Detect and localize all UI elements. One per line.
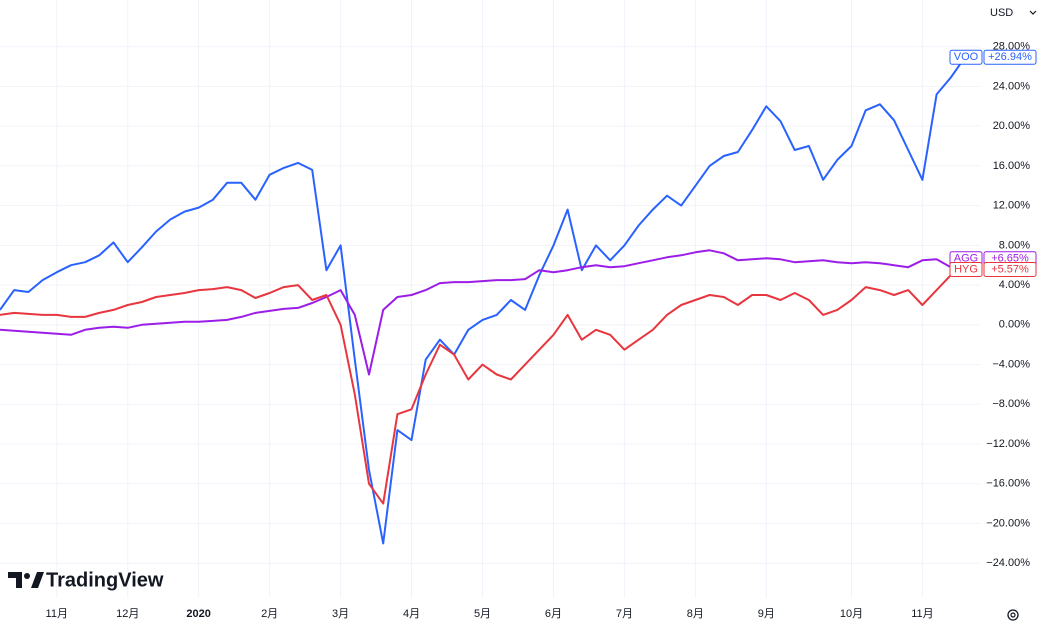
y-tick-label: 20.00% [993,120,1031,132]
y-tick-label: −20.00% [986,517,1030,529]
y-tick-label: 28.00% [993,41,1031,53]
series-name: AGG [954,253,978,265]
y-tick-label: −4.00% [992,358,1030,370]
dropdown-icon[interactable] [1029,10,1037,15]
y-tick-label: −8.00% [992,398,1030,410]
value-label: +5.57% [991,263,1029,275]
value-badge [983,261,1037,277]
y-tick-label: 8.00% [999,239,1030,251]
x-tick-label: 2020 [186,608,210,620]
y-tick-label: 0.00% [999,319,1030,331]
logo [8,572,44,588]
x-tick-label: 4月 [403,608,420,620]
x-tick-label: 11月 [911,608,933,620]
x-tick-label: 2月 [261,608,278,620]
currency[interactable]: USD [990,7,1013,19]
series-line [0,268,966,505]
brand: TradingView [46,569,164,591]
series-line [0,56,966,545]
series-line [0,249,966,376]
series-name-badge [949,261,983,277]
grid [0,0,980,598]
value-badge [983,49,1037,65]
y-tick-label: −24.00% [986,557,1030,569]
series-name: VOO [954,51,979,63]
x-tick-label: 9月 [758,608,775,620]
value-label: +26.94% [988,51,1032,63]
x-tick-label: 3月 [332,608,349,620]
y-tick-label: 12.00% [993,200,1031,212]
value-label: +6.65% [991,253,1029,265]
settings-icon[interactable] [1007,609,1019,621]
x-tick-label: 7月 [616,608,633,620]
y-tick-label: 16.00% [993,160,1031,172]
x-tick-label: 12月 [116,608,139,620]
series-name-badge [949,49,983,65]
plot [0,56,966,545]
x-tick-label: 8月 [687,608,704,620]
x-tick-label: 6月 [545,608,562,620]
x-tick-label: 10月 [840,608,863,620]
x-tick-label: 5月 [474,608,491,620]
series-name: HYG [954,263,978,275]
y-tick-label: 4.00% [999,279,1030,291]
y-tick-label: 24.00% [993,80,1031,92]
y-tick-label: −16.00% [986,478,1030,490]
x-tick-label: 11月 [46,608,68,620]
y-tick-label: −12.00% [986,438,1030,450]
